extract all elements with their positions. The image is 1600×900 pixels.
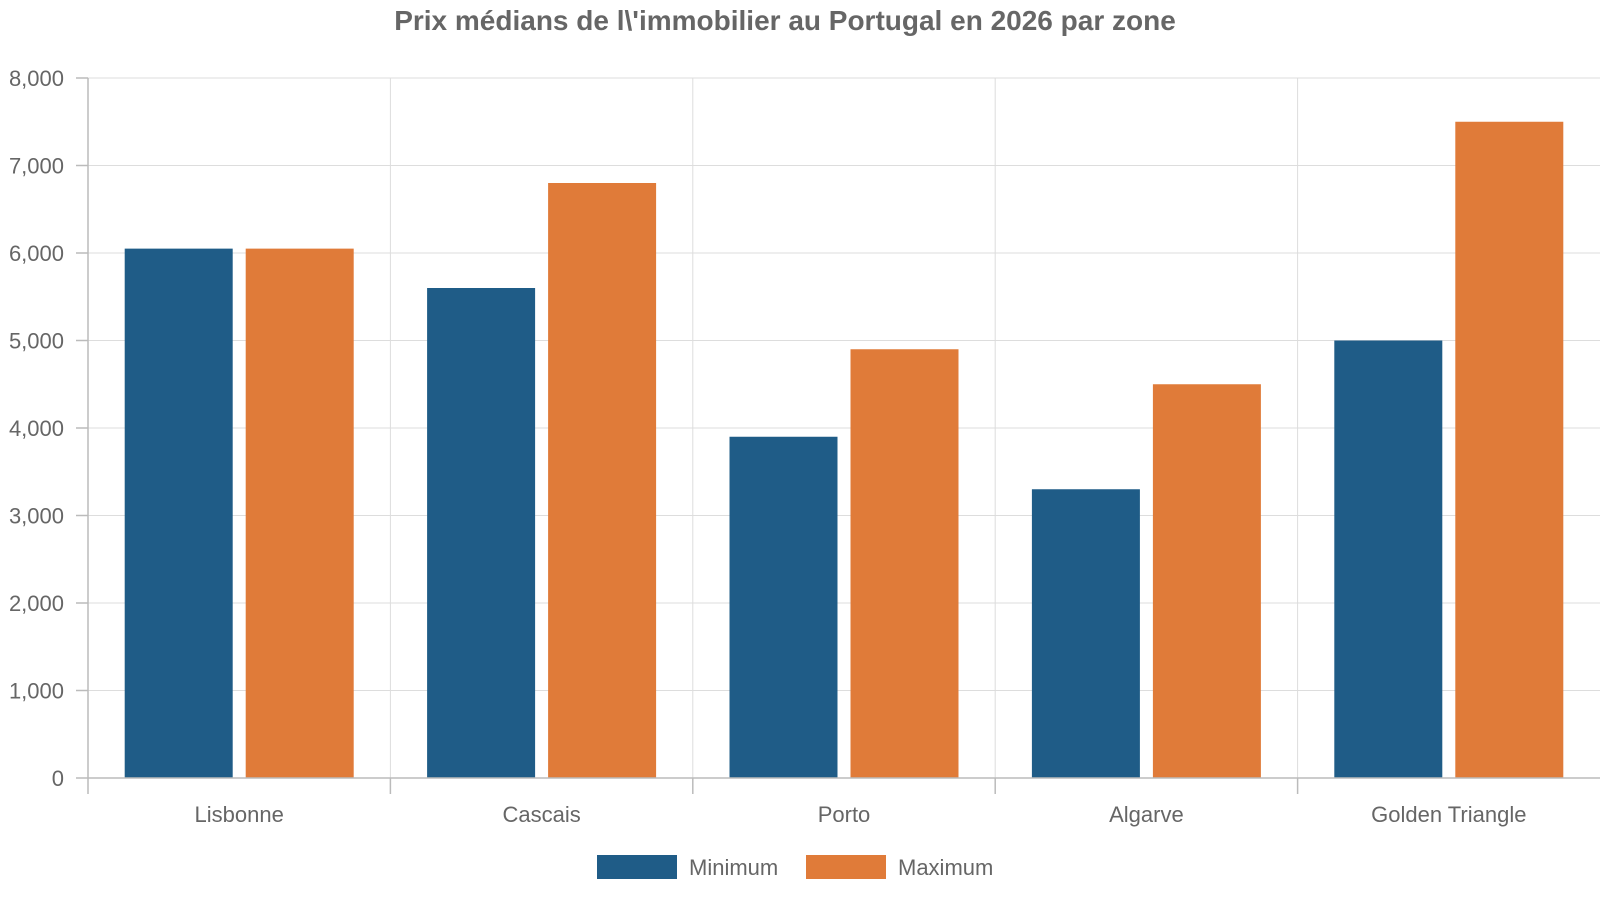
y-tick-label: 3,000 bbox=[9, 504, 64, 529]
bar-maximum-lisbonne bbox=[245, 248, 354, 778]
legend: Minimum Maximum bbox=[597, 855, 993, 880]
bar-maximum-algarve bbox=[1152, 384, 1261, 778]
bar-minimum-cascais bbox=[427, 288, 536, 778]
x-tick-label: Golden Triangle bbox=[1371, 802, 1526, 827]
legend-swatch-minimum bbox=[597, 855, 677, 879]
legend-label-maximum: Maximum bbox=[898, 855, 993, 880]
y-tick-label: 6,000 bbox=[9, 241, 64, 266]
y-tick-label: 2,000 bbox=[9, 591, 64, 616]
y-tick-label: 7,000 bbox=[9, 154, 64, 179]
axes bbox=[76, 77, 1600, 794]
legend-label-minimum: Minimum bbox=[689, 855, 778, 880]
y-tick-label: 1,000 bbox=[9, 679, 64, 704]
x-tick-label: Algarve bbox=[1109, 802, 1184, 827]
bar-maximum-porto bbox=[850, 349, 959, 778]
bar-maximum-golden-triangle bbox=[1455, 121, 1564, 778]
legend-swatch-maximum bbox=[806, 855, 886, 879]
chart-title: Prix médians de l\'immobilier au Portuga… bbox=[394, 5, 1176, 36]
bar-minimum-porto bbox=[729, 436, 838, 778]
y-tick-label: 0 bbox=[52, 766, 64, 791]
y-tick-label: 8,000 bbox=[9, 66, 64, 91]
x-tick-label: Lisbonne bbox=[195, 802, 284, 827]
y-tick-label: 4,000 bbox=[9, 416, 64, 441]
bar-minimum-golden-triangle bbox=[1334, 340, 1443, 778]
bars bbox=[124, 121, 1564, 778]
tick-labels: 0 1,000 2,000 3,000 4,000 5,000 6,000 7,000 8,00… bbox=[9, 66, 1527, 827]
x-tick-label: Cascais bbox=[502, 802, 580, 827]
bar-minimum-algarve bbox=[1031, 489, 1140, 778]
y-tick-label: 5,000 bbox=[9, 329, 64, 354]
bar-maximum-cascais bbox=[548, 183, 657, 778]
x-tick-label: Porto bbox=[818, 802, 871, 827]
bar-minimum-lisbonne bbox=[124, 248, 233, 778]
